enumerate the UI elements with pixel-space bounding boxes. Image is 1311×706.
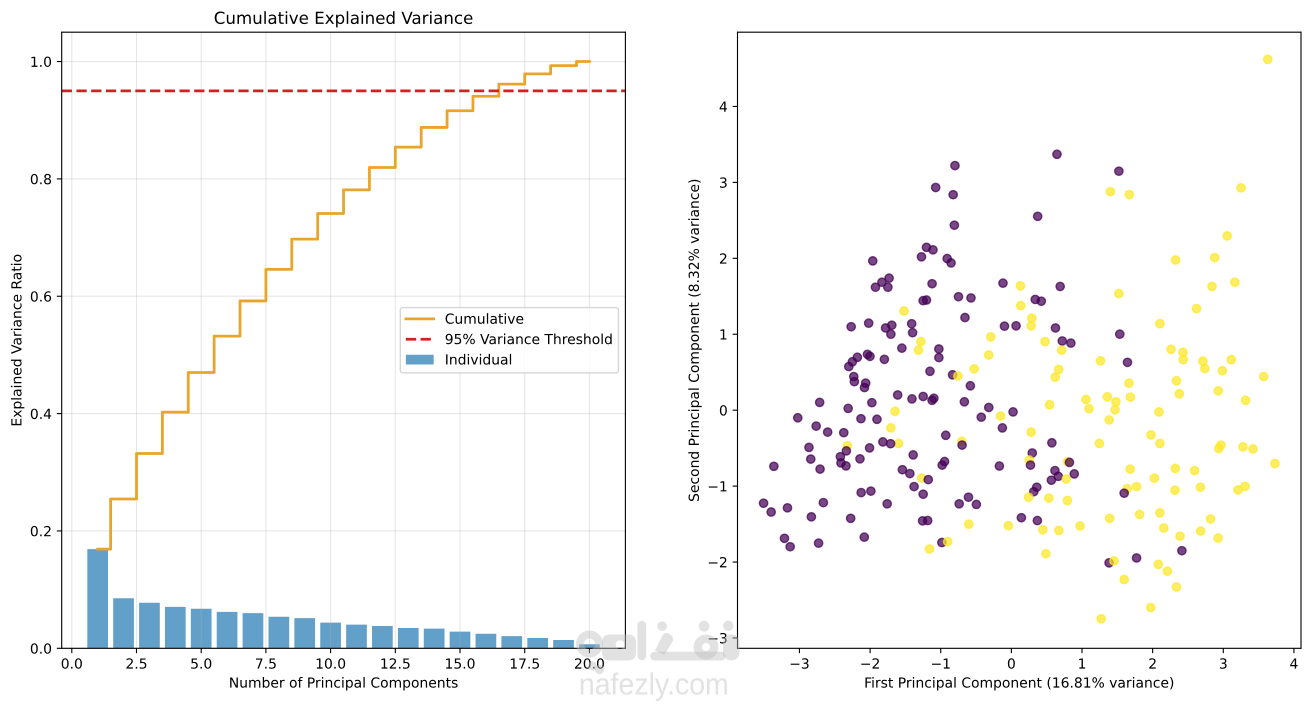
svg-text:nafezly.com: nafezly.com bbox=[579, 667, 729, 701]
